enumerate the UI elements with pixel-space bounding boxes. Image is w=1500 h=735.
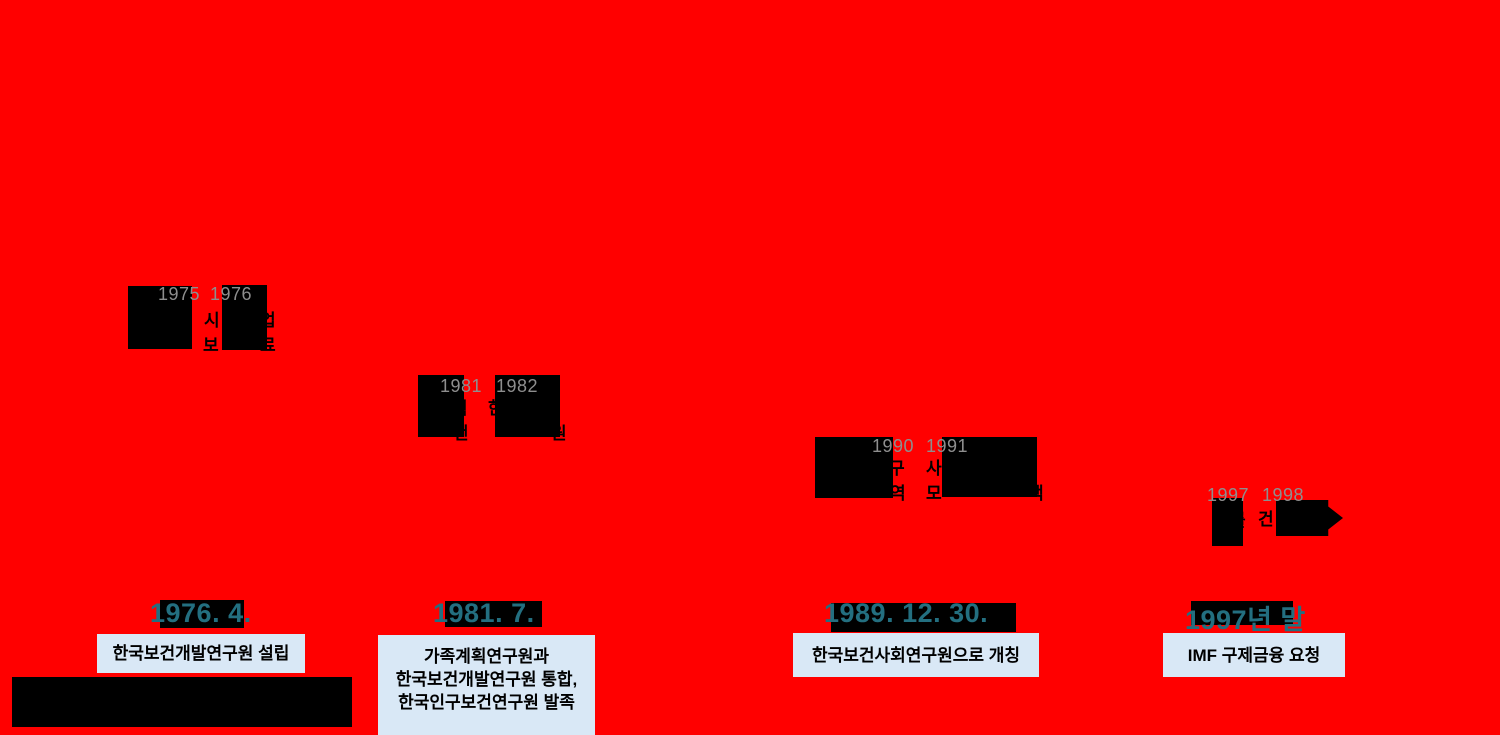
date-highlight [831,603,1016,632]
milestone-label-line: 한국보건개발연구원 통합, [395,670,578,689]
caption-fragment: 시 [204,311,220,330]
milestone-label-line: 한국보건사회연구원으로 개칭 [811,645,1021,665]
milestone-label-line: 한국보건개발연구원 설립 [112,644,290,663]
date-highlight [445,601,542,627]
photo-placeholder [495,375,560,437]
date-highlight [160,600,244,628]
photo-placeholder [942,437,1037,497]
milestone-label: 한국보건개발연구원 설립 [97,634,305,673]
photo-placeholder [815,437,893,498]
year-label: 1990 [872,436,915,456]
milestone-label-line: 가족계획연구원과 [423,647,550,666]
photo-placeholder [1212,498,1243,546]
year-label: 1976 [210,284,253,304]
caption-fragment: 모 [926,484,942,503]
milestone-date: 1976. 4. [150,598,252,628]
caption-fragment: 사 [926,459,942,478]
milestone-label: IMF 구제금융 요청 [1163,633,1345,677]
milestone-label: 가족계획연구원과 한국보건개발연구원 통합, 한국인구보건연구원 발족 [378,635,595,735]
milestone-date: 1981. 7. [433,598,535,628]
year-label: 1981 [440,376,483,396]
photo-placeholder [418,375,464,437]
redacted-block [12,677,352,727]
date-highlight [1191,601,1293,625]
caption-fragment: 역 [890,484,906,503]
photo-placeholder [222,285,267,350]
caption-fragment: 건 [1258,510,1274,529]
year-label: 1998 [1262,485,1305,505]
year-label: 1975 [158,284,201,304]
caption-fragment: 보 [203,336,219,355]
milestone-date: 1989. 12. 30. [824,598,989,628]
milestone-date: 1997년 말 [1185,605,1306,635]
milestone-label-line: 한국인구보건연구원 발족 [398,693,575,712]
year-label: 1997 [1207,485,1250,505]
year-label: 1982 [496,376,539,396]
milestone-label: 한국보건사회연구원으로 개칭 [793,633,1039,677]
milestone-label-line: IMF 구제금융 요청 [1187,645,1321,665]
year-label: 1991 [926,436,969,456]
photo-placeholder [128,286,192,349]
